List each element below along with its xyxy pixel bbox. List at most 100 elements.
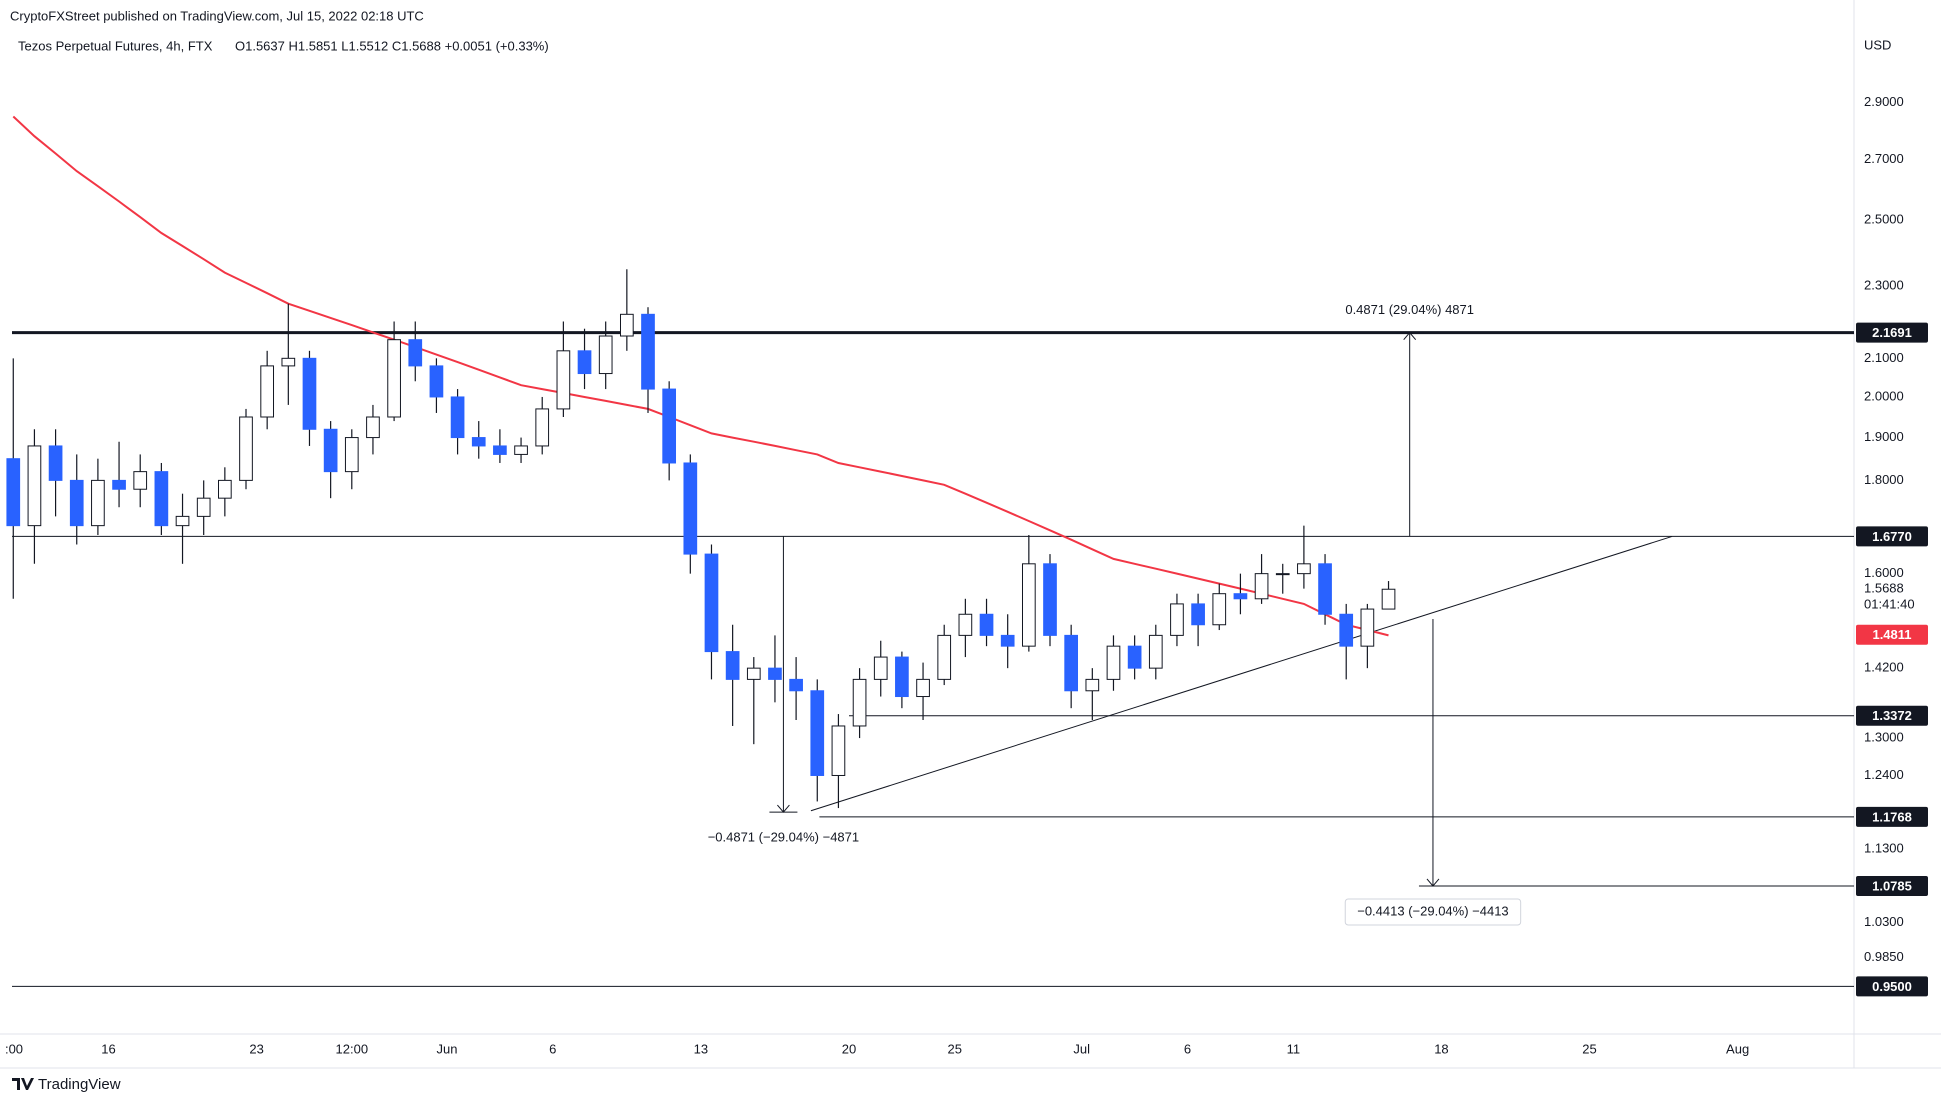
level-label: 1.3372 [1872, 708, 1912, 723]
candle-body [789, 678, 803, 692]
candle-body [1297, 563, 1311, 575]
candle-body [556, 350, 571, 410]
level-label: 2.1691 [1872, 325, 1912, 340]
level-label-box [1856, 322, 1928, 343]
level-label-box [1856, 705, 1928, 726]
candle-body [725, 651, 740, 680]
candle-body [154, 471, 169, 527]
x-tick-label: :00 [5, 1041, 23, 1056]
candle-body [6, 458, 21, 527]
candle-body [662, 388, 677, 464]
candle-body [91, 479, 105, 527]
ma-label-box [1856, 624, 1928, 645]
candle-body [196, 497, 211, 517]
y-tick-label: 1.9000 [1864, 429, 1904, 444]
currency: USD [1864, 37, 1891, 52]
level-label-box [1856, 806, 1928, 827]
publisher: CryptoFXStreet published on TradingView.… [10, 8, 424, 23]
candle-body [831, 725, 846, 776]
y-tick-label: 1.2400 [1864, 767, 1904, 782]
candle-body [48, 445, 63, 481]
candle-body [577, 350, 592, 375]
candle-body [429, 365, 444, 398]
level-label-box [1856, 526, 1928, 547]
x-tick-label: 6 [549, 1041, 556, 1056]
y-tick-label: 1.4200 [1864, 660, 1904, 675]
candle-body [239, 416, 253, 481]
y-tick-label: 0.9850 [1864, 949, 1904, 964]
candle-body [450, 396, 465, 439]
level-label: 1.0785 [1872, 878, 1912, 893]
x-tick-label: 23 [249, 1041, 263, 1056]
candle-body [810, 690, 825, 776]
x-tick-label: 18 [1434, 1041, 1448, 1056]
candle-body [471, 437, 486, 447]
candle-body [746, 667, 761, 680]
y-tick-label: 1.3000 [1864, 729, 1904, 744]
candle-body [1043, 563, 1057, 636]
candle-body [704, 553, 719, 653]
candle-body [535, 408, 550, 447]
x-tick-label: 6 [1184, 1041, 1191, 1056]
candle-body [366, 416, 380, 439]
candle-body [1360, 608, 1375, 647]
candle-body [344, 437, 359, 473]
candle-body [979, 613, 994, 636]
x-tick-label: Jun [437, 1041, 458, 1056]
x-tick-label: Aug [1726, 1041, 1749, 1056]
candle-body [1127, 645, 1142, 669]
y-tick-label: 1.1300 [1864, 840, 1904, 855]
chart-title: Tezos Perpetual Futures, 4h, FTX [18, 38, 213, 53]
candle-body [1000, 634, 1015, 647]
x-tick-label: 25 [948, 1041, 962, 1056]
candle-body [1212, 593, 1227, 626]
candle-body [1275, 573, 1290, 576]
candle-body [937, 634, 952, 680]
measure-label-box [1344, 898, 1522, 926]
candle-body [27, 445, 42, 527]
logo-shape [12, 1078, 34, 1090]
candle-body [69, 479, 84, 527]
trendline [810, 535, 1673, 812]
x-tick-label: 11 [1287, 1041, 1301, 1056]
candle-body [1148, 634, 1163, 669]
x-tick-label: 25 [1582, 1041, 1596, 1056]
y-tick-label: 1.8000 [1864, 472, 1904, 487]
candle-body [133, 471, 148, 490]
measure-label: −0.4413 (−29.04%) −4413 [1357, 903, 1508, 918]
measure-label: 0.4871 (29.04%) 4871 [1345, 302, 1474, 317]
level-label-box [1856, 875, 1928, 896]
candle-body [281, 357, 296, 367]
candle-body [112, 479, 126, 490]
candle-body [1106, 645, 1121, 680]
candle-body [958, 613, 973, 636]
candle-body [1233, 593, 1248, 600]
level-label: 1.6770 [1872, 529, 1912, 544]
candle-body [768, 667, 782, 680]
brand-logo [12, 1078, 34, 1090]
y-tick-label: 2.5000 [1864, 212, 1904, 227]
candle-body [323, 428, 338, 473]
candle-body [873, 656, 888, 680]
candle-body [1254, 573, 1269, 600]
candle-body [1381, 588, 1396, 610]
countdown: 01:41:40 [1864, 597, 1915, 612]
ma-label: 1.4811 [1872, 627, 1911, 642]
candle-body [852, 678, 867, 727]
y-tick-label: 1.0300 [1864, 914, 1904, 929]
x-tick-label: 20 [842, 1041, 856, 1056]
y-tick-label: 2.9000 [1864, 94, 1904, 109]
level-label: 1.1768 [1872, 809, 1912, 824]
x-tick-label: 12:00 [336, 1041, 369, 1056]
brand: TradingView [38, 1076, 121, 1093]
last-price-label: 1.5688 [1864, 581, 1904, 596]
x-tick-label: Jul [1073, 1041, 1090, 1056]
y-tick-label: 2.0000 [1864, 388, 1904, 403]
candle-body [1021, 563, 1036, 647]
candle-body [260, 365, 275, 418]
y-tick-label: 2.1000 [1864, 350, 1904, 365]
candle-body [1085, 678, 1100, 692]
